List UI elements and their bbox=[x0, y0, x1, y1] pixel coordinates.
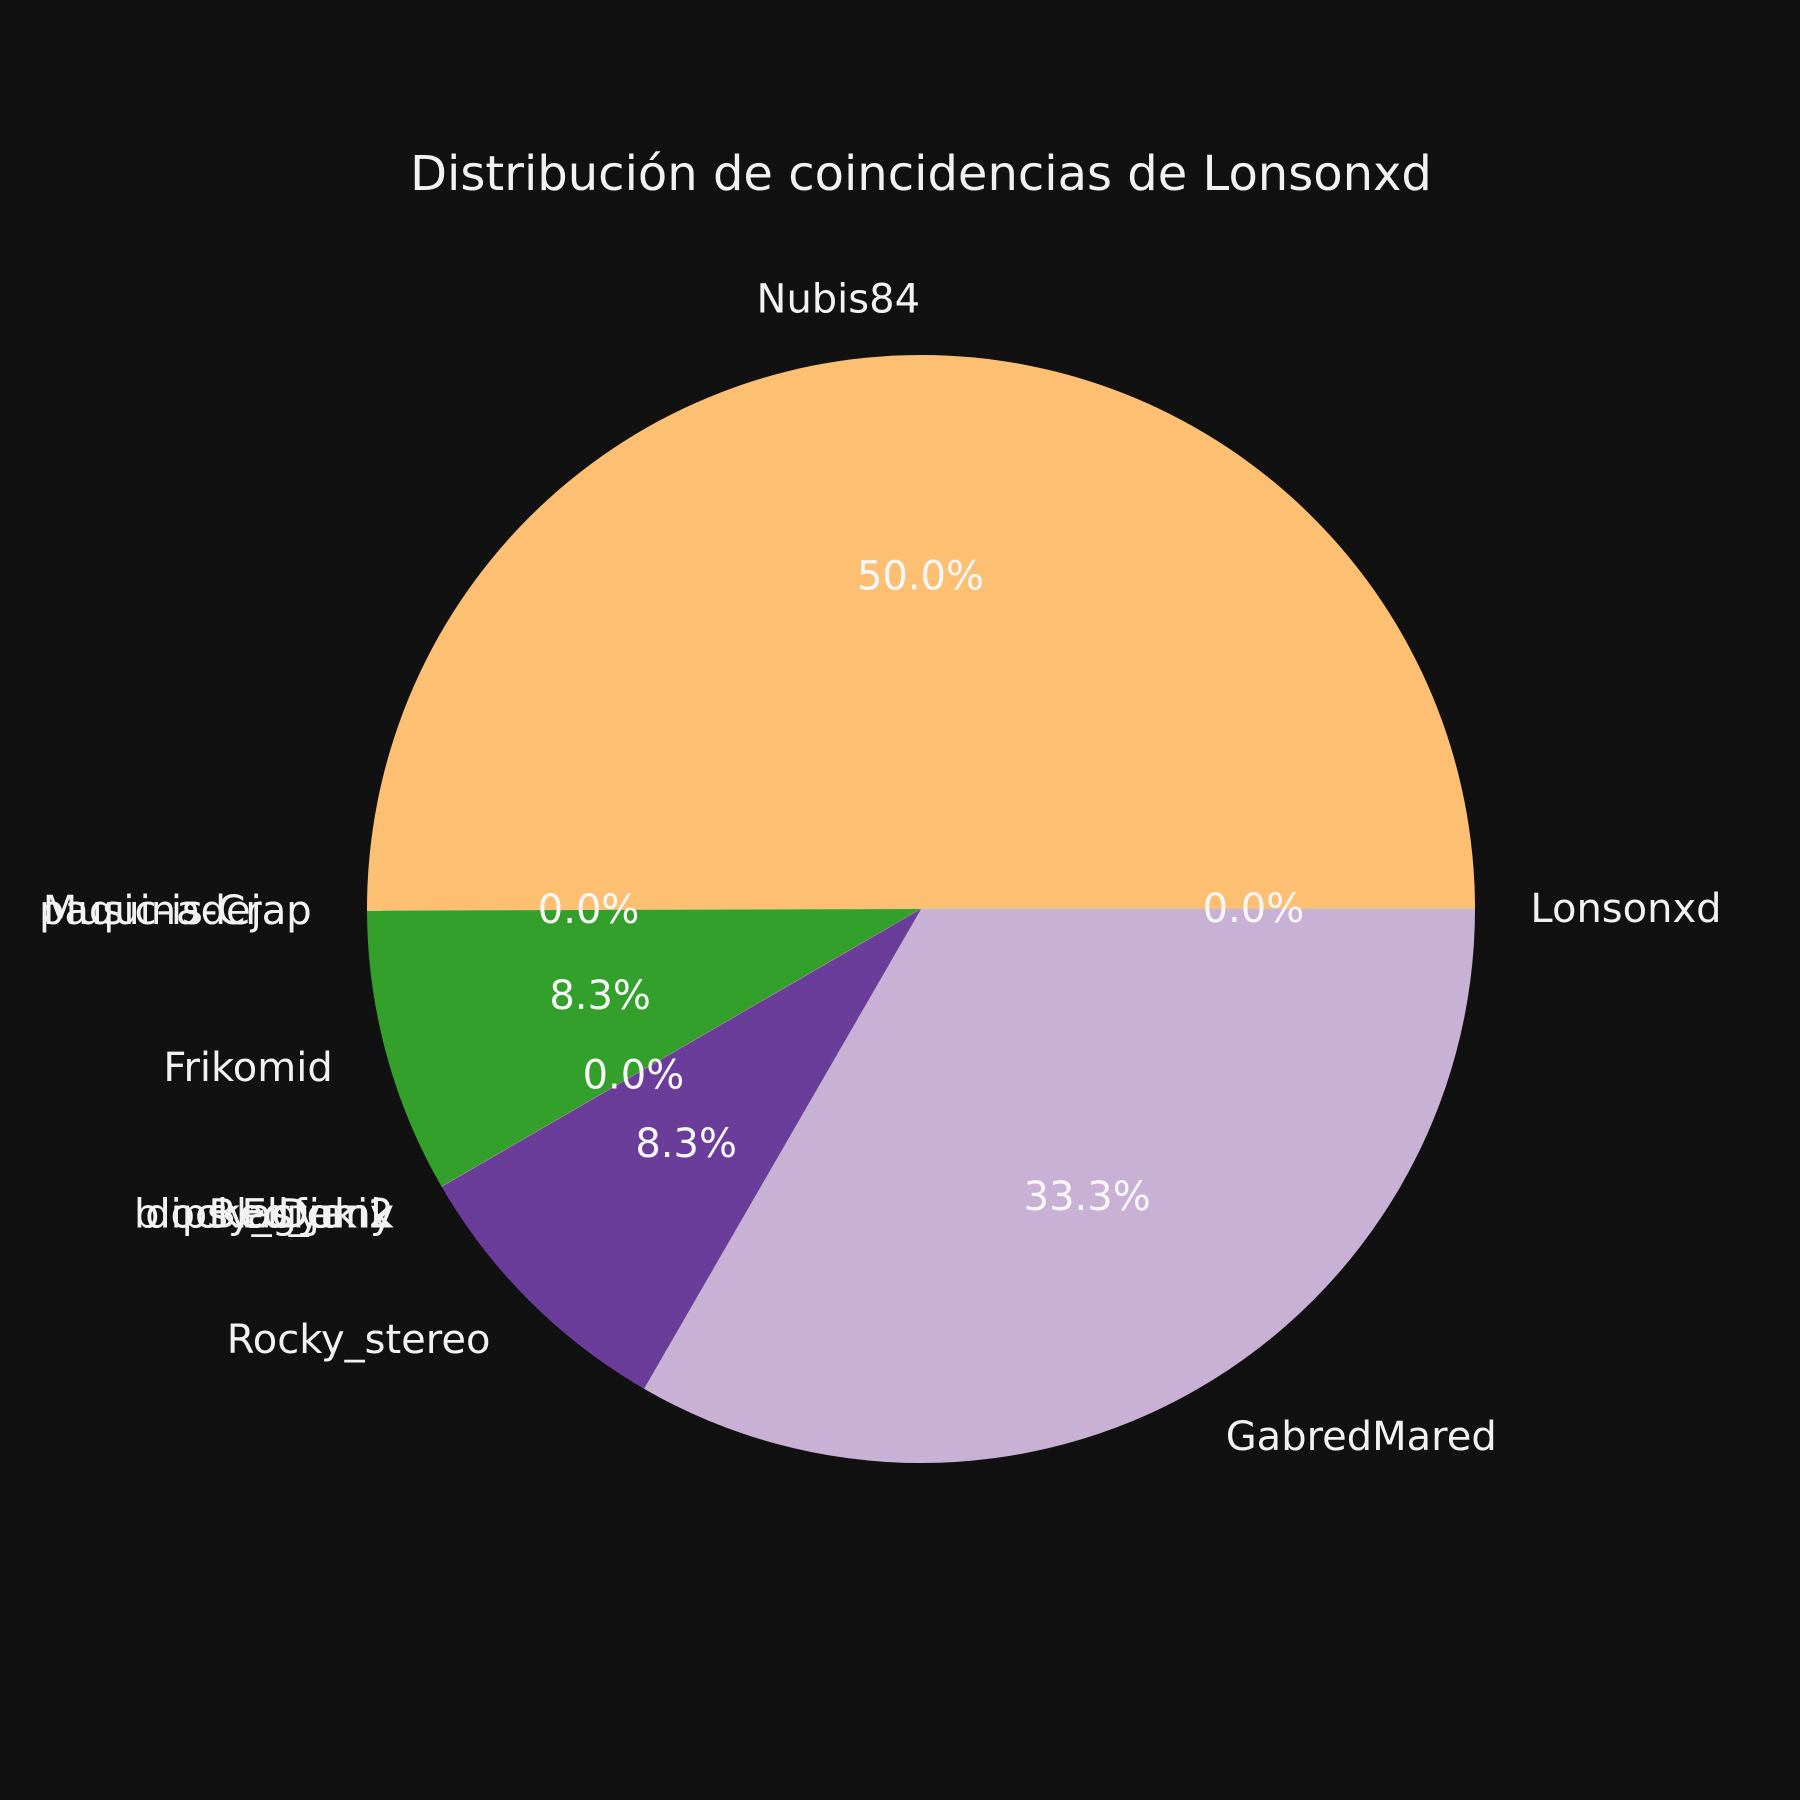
pie-percent-labels: 50.0% 0.0% 8.3% 0.0% 8.3% 33.3% 0.0% bbox=[538, 554, 1304, 1220]
chart-title: Distribución de coincidencias de Lonsonx… bbox=[410, 146, 1432, 202]
slice-label-elduki2: ElDuki2 bbox=[241, 1192, 393, 1238]
pie-slice-rocky-stereo bbox=[441, 909, 921, 1389]
slice-label-blasfemy: Blasfemy bbox=[208, 1192, 393, 1238]
slice-label-frikomid: Frikomid bbox=[163, 1045, 332, 1091]
pct-label-nubis84: 50.0% bbox=[857, 554, 984, 600]
slice-label-dipsy-gyank: dipsy_gyank bbox=[145, 1192, 394, 1238]
pct-label-blocked-junk: 0.0% bbox=[583, 1053, 685, 1099]
slice-label-rocky-stereo: Rocky_stereo bbox=[227, 1317, 491, 1363]
slice-label-nubis84: Nubis84 bbox=[757, 277, 921, 323]
pct-label-paquinadejap: 0.0% bbox=[538, 887, 640, 933]
pct-label-rocky-stereo: 8.3% bbox=[635, 1121, 737, 1167]
slice-label-music-is-crap: Music-is-Crap bbox=[43, 888, 312, 934]
slice-label-paquinadejap: paquinadejap bbox=[39, 888, 312, 934]
slice-label-lonsonxd: Lonsonxd bbox=[1530, 886, 1721, 932]
pct-label-gabredmared: 33.3% bbox=[1024, 1174, 1151, 1220]
slice-label-gabredmared: GabredMared bbox=[1226, 1414, 1497, 1460]
pct-label-lonsonxd: 0.0% bbox=[1203, 886, 1305, 932]
pie-slices bbox=[366, 354, 1475, 1464]
pie-slice-frikomid bbox=[367, 909, 921, 1187]
pie-slice-nubis84 bbox=[366, 354, 1475, 911]
slice-label-blocked-junk: blocked_junk bbox=[134, 1192, 395, 1238]
pie-slice-gabredmared bbox=[644, 909, 1475, 1464]
pct-label-frikomid: 8.3% bbox=[549, 973, 651, 1019]
